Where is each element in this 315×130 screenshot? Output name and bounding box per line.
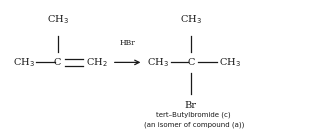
Text: CH$_3$: CH$_3$: [13, 56, 34, 69]
Text: CH$_3$: CH$_3$: [147, 56, 169, 69]
Text: CH$_3$: CH$_3$: [47, 13, 69, 26]
Text: HBr: HBr: [120, 39, 135, 47]
Text: CH$_3$: CH$_3$: [219, 56, 241, 69]
Text: (an isomer of compound (a)): (an isomer of compound (a)): [144, 122, 244, 128]
Text: C: C: [187, 58, 195, 67]
Text: CH$_3$: CH$_3$: [180, 13, 202, 26]
Text: CH$_2$: CH$_2$: [86, 56, 107, 69]
Text: Br: Br: [185, 101, 197, 110]
Text: tert–Butylbromide (c): tert–Butylbromide (c): [157, 112, 231, 118]
Text: C: C: [54, 58, 61, 67]
